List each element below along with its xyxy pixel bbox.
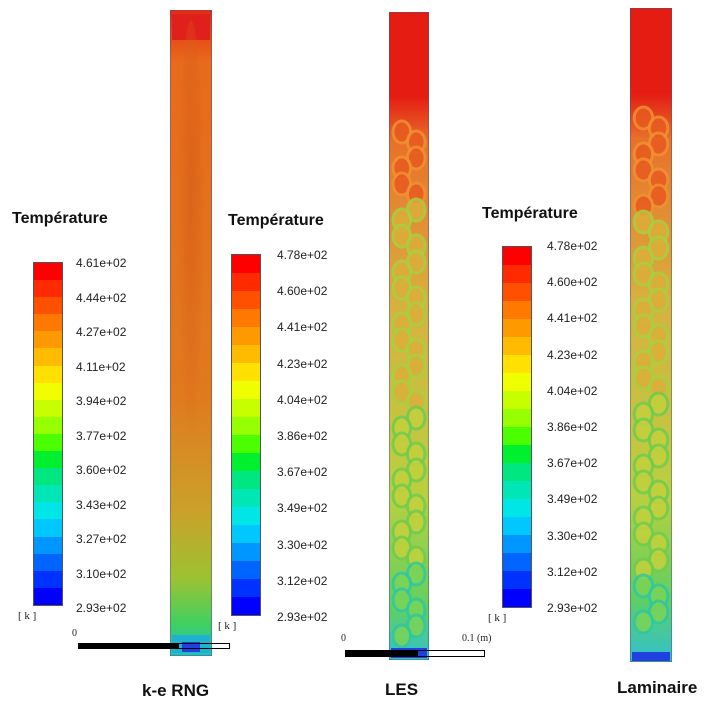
- tick-label: 4.78e+02: [277, 248, 328, 262]
- tick-label: 4.41e+02: [277, 320, 328, 335]
- tick-label: 3.30e+02: [277, 537, 328, 552]
- tick-label: 3.43e+02: [76, 497, 127, 512]
- tick-label: 3.86e+02: [277, 429, 328, 443]
- contour-column-laminaire: [630, 8, 672, 662]
- scale-start-les: 0: [341, 633, 346, 644]
- tick-label: 4.11e+02: [76, 359, 126, 374]
- tick-label: 3.86e+02: [547, 420, 598, 434]
- tick-label: 4.23e+02: [547, 347, 598, 362]
- tick-label: 3.94e+02: [76, 394, 127, 408]
- colorbar-les: [231, 254, 261, 616]
- tick-label: 4.27e+02: [76, 325, 127, 339]
- tick-label: 4.44e+02: [76, 290, 127, 305]
- caption-ke: k-e RNG: [142, 681, 210, 700]
- contour-column-ke: [170, 10, 212, 656]
- tick-label: 3.67e+02: [547, 456, 598, 471]
- caption-laminaire: Laminaire: [617, 678, 698, 697]
- scale-start-ke: 0: [72, 628, 77, 639]
- tick-label: 4.61e+02: [76, 256, 127, 270]
- tick-label: 4.04e+02: [547, 383, 598, 398]
- tick-label: 3.49e+02: [547, 492, 598, 507]
- colorbar-ke: [33, 262, 63, 606]
- unit-label-les: [ k ]: [218, 620, 237, 632]
- tick-label: 3.30e+02: [547, 528, 598, 543]
- tick-label: 3.60e+02: [76, 463, 127, 477]
- unit-label-ke: [ k ]: [18, 610, 37, 622]
- unit-label-laminaire: [ k ]: [488, 612, 507, 624]
- colorbar-laminaire: [502, 246, 532, 608]
- tick-label: 3.12e+02: [547, 564, 598, 579]
- tick-label: 4.04e+02: [277, 392, 328, 407]
- legend-title-laminaire: Température: [482, 205, 578, 222]
- tick-label: 3.12e+02: [277, 573, 328, 588]
- caption-les: LES: [385, 680, 419, 699]
- tick-label: 4.78e+02: [547, 239, 598, 253]
- tick-label: 3.10e+02: [76, 566, 127, 581]
- scale-bar-ke: [78, 643, 230, 649]
- scale-bar-les: [345, 650, 485, 657]
- legend-title-ke: Température: [12, 210, 108, 227]
- tick-label: 4.41e+02: [547, 311, 598, 326]
- tick-label: 3.27e+02: [76, 532, 127, 546]
- legend-title-les: Température: [228, 212, 324, 229]
- tick-label: 3.77e+02: [76, 428, 127, 443]
- tick-label: 2.93e+02: [277, 610, 328, 624]
- tick-label: 2.93e+02: [547, 601, 598, 615]
- scale-end-les: 0.1 (m): [462, 633, 492, 644]
- tick-label: 3.67e+02: [277, 465, 328, 480]
- tick-label: 3.49e+02: [277, 501, 328, 516]
- tick-label: 4.23e+02: [277, 356, 328, 371]
- tick-label: 4.60e+02: [547, 275, 598, 290]
- tick-label: 2.93e+02: [76, 601, 127, 615]
- contour-column-les: [389, 12, 429, 660]
- tick-label: 4.60e+02: [277, 284, 328, 299]
